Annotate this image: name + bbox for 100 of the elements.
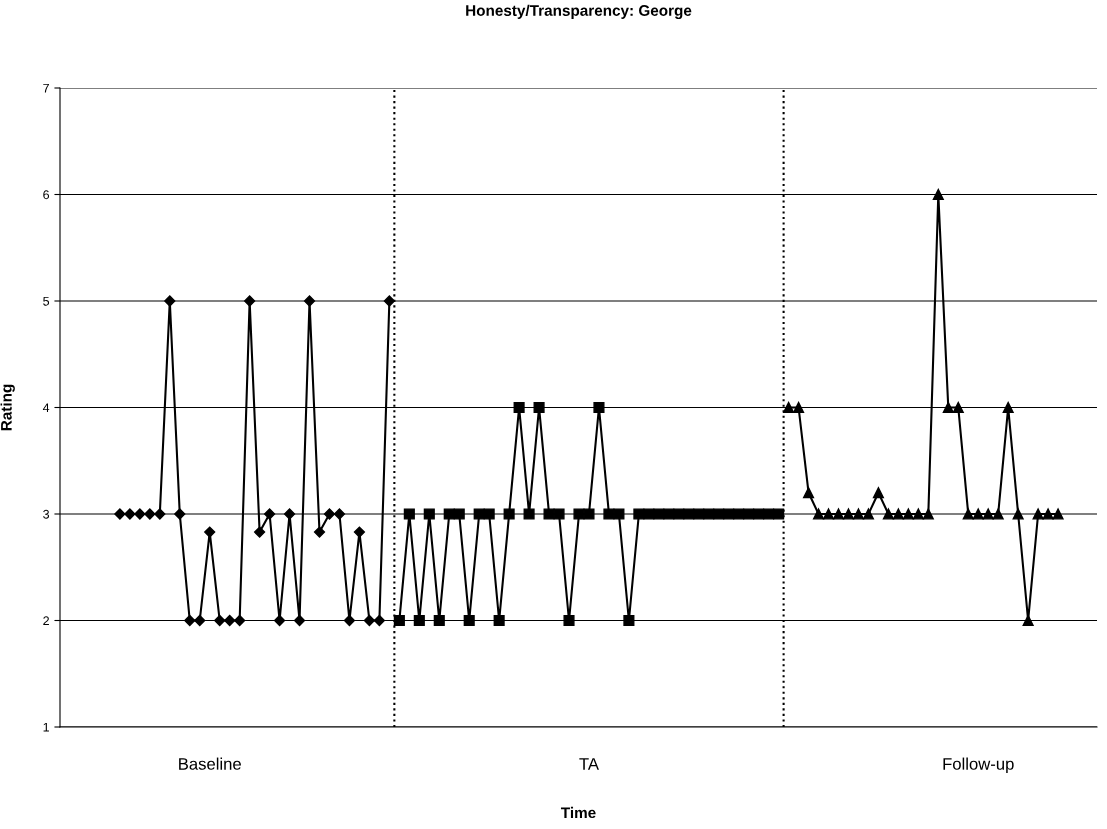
point	[623, 614, 635, 627]
point	[553, 508, 565, 520]
point	[783, 401, 795, 414]
point	[1012, 508, 1024, 520]
point	[703, 508, 715, 520]
point	[653, 508, 665, 520]
point	[503, 508, 515, 520]
point	[763, 508, 775, 520]
point	[164, 295, 176, 307]
x-axis-title: Time	[560, 806, 596, 819]
point	[363, 614, 376, 627]
point	[972, 508, 984, 520]
point	[273, 614, 286, 627]
point	[493, 614, 505, 627]
point	[423, 508, 435, 520]
point	[214, 614, 226, 627]
point	[932, 188, 944, 201]
point	[952, 401, 964, 414]
y-tick-label: 2	[43, 616, 49, 626]
y-axis-title: Rating	[0, 384, 15, 431]
point	[643, 508, 655, 520]
point	[573, 508, 585, 520]
y-tick-label: 5	[43, 296, 50, 306]
point	[992, 508, 1004, 520]
point	[433, 614, 445, 627]
point	[673, 508, 685, 520]
point	[293, 614, 306, 627]
point	[862, 508, 874, 520]
point	[793, 401, 805, 414]
point	[713, 508, 725, 520]
point	[902, 508, 914, 520]
point	[633, 508, 645, 520]
point	[693, 508, 705, 520]
point	[413, 614, 425, 627]
point	[263, 508, 276, 520]
point	[1032, 508, 1044, 520]
point	[144, 508, 156, 520]
point	[254, 526, 266, 538]
y-tick-label: 1	[43, 722, 49, 732]
point	[114, 508, 126, 520]
point	[453, 508, 465, 520]
point	[174, 508, 186, 520]
point	[942, 401, 954, 414]
y-tick-label: 6	[43, 190, 50, 200]
point	[473, 508, 485, 520]
point	[1052, 508, 1064, 520]
point	[603, 508, 615, 520]
point	[393, 614, 405, 627]
point	[313, 526, 326, 538]
point	[403, 508, 415, 520]
point	[303, 295, 316, 307]
point	[463, 614, 475, 627]
point	[922, 508, 934, 520]
point	[982, 508, 994, 520]
point	[443, 508, 455, 520]
y-tick-label: 4	[42, 403, 50, 413]
point	[733, 508, 745, 520]
point	[872, 487, 884, 499]
point	[723, 508, 735, 520]
point	[194, 614, 206, 627]
x-tick-label: Baseline	[179, 757, 241, 770]
point	[803, 487, 815, 499]
point	[383, 295, 395, 307]
point	[842, 508, 855, 520]
y-tick-label: 3	[43, 509, 50, 519]
point	[912, 508, 924, 520]
point	[753, 508, 765, 520]
point	[523, 508, 535, 520]
point	[822, 508, 835, 520]
point	[563, 614, 575, 627]
point	[373, 614, 385, 627]
point	[204, 526, 216, 538]
point	[583, 508, 595, 520]
point	[353, 526, 366, 538]
point	[483, 508, 495, 520]
point	[882, 508, 894, 520]
point	[773, 508, 785, 520]
point	[663, 508, 675, 520]
point	[244, 295, 256, 307]
point	[743, 508, 755, 520]
point	[224, 614, 236, 627]
point	[323, 508, 336, 520]
point	[962, 508, 974, 520]
point	[852, 508, 865, 520]
point	[892, 508, 904, 520]
y-tick-label: 7	[43, 83, 49, 93]
point	[124, 508, 136, 520]
point	[593, 401, 605, 414]
x-tick-label: TA	[579, 758, 599, 770]
point	[1042, 508, 1054, 520]
point	[683, 508, 695, 520]
point	[533, 401, 545, 414]
chart-title: Honesty/Transparency: George	[466, 4, 692, 20]
point	[513, 401, 525, 414]
point	[333, 508, 346, 520]
point	[812, 508, 825, 520]
point	[154, 508, 166, 520]
point	[283, 508, 296, 520]
point	[1002, 401, 1014, 414]
point	[234, 614, 246, 627]
